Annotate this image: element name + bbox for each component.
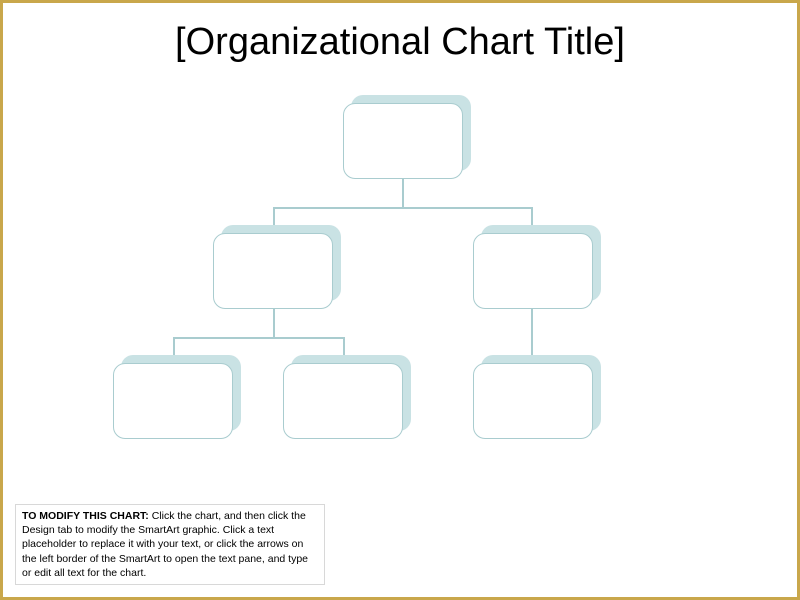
connector (173, 337, 345, 339)
org-chart[interactable] (3, 83, 800, 463)
connector (273, 309, 275, 337)
connector (273, 207, 533, 209)
node-box[interactable] (283, 363, 403, 439)
org-node-left[interactable] (213, 233, 333, 309)
node-box[interactable] (113, 363, 233, 439)
org-node-root[interactable] (343, 103, 463, 179)
org-node-right[interactable] (473, 233, 593, 309)
org-node-rr[interactable] (473, 363, 593, 439)
connector (402, 179, 404, 207)
node-box[interactable] (473, 233, 593, 309)
org-node-ll[interactable] (113, 363, 233, 439)
chart-title: [Organizational Chart Title] (3, 21, 797, 64)
node-box[interactable] (473, 363, 593, 439)
node-box[interactable] (213, 233, 333, 309)
org-node-lr[interactable] (283, 363, 403, 439)
instructions-box: TO MODIFY THIS CHART: Click the chart, a… (15, 504, 325, 585)
node-box[interactable] (343, 103, 463, 179)
instructions-title: TO MODIFY THIS CHART: (22, 510, 149, 522)
